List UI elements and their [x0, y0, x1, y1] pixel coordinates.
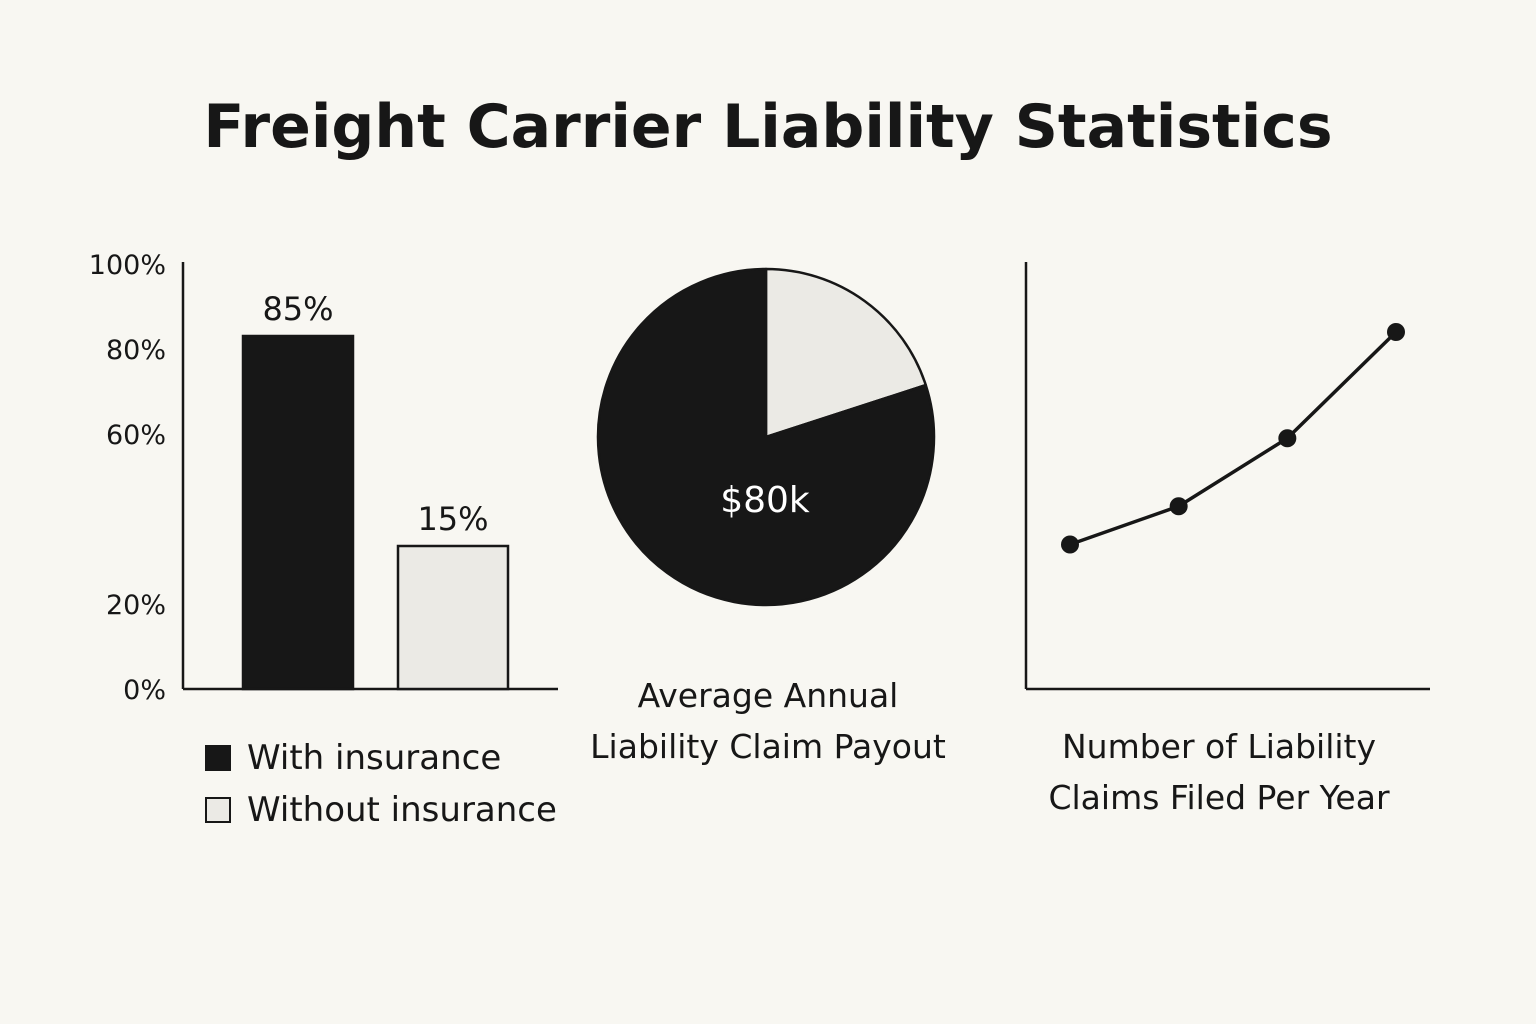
line-data-point: [1278, 429, 1297, 448]
pie-caption-line-2: Liability Claim Payout: [590, 727, 946, 766]
legend-swatch-without-insurance: [205, 797, 231, 823]
bar-chart: 0% 20% 60% 80% 100% 85% 15%: [89, 250, 558, 706]
bar-y-tick-label: 80%: [106, 335, 166, 366]
line-chart: [1024, 262, 1430, 691]
line-caption-line-2: Claims Filed Per Year: [1048, 778, 1390, 817]
pie-center-label: $80k: [720, 480, 810, 521]
legend-label-without-insurance: Without insurance: [247, 790, 557, 830]
legend-swatch-with-insurance: [205, 745, 231, 771]
bar-data-label: 85%: [262, 290, 333, 328]
line-data-point: [1169, 497, 1188, 516]
pie-chart-caption: Average Annual Liability Claim Payout: [568, 670, 968, 772]
line-data-point: [1387, 323, 1405, 341]
bar-y-tick-label: 60%: [106, 420, 166, 451]
pie-slice-small: [764, 267, 928, 439]
legend-label-with-insurance: With insurance: [247, 738, 502, 778]
line-caption-line-1: Number of Liability: [1061, 727, 1377, 766]
pie-caption-line-1: Average Annual: [637, 676, 899, 715]
bar-chart-legend: With insurance Without insurance: [205, 732, 557, 836]
legend-item-with-insurance: With insurance: [205, 732, 557, 784]
bar-y-tick-label: 100%: [89, 250, 166, 281]
line-chart-caption: Number of Liability Claims Filed Per Yea…: [1019, 721, 1419, 823]
pie-chart: $80k: [596, 267, 936, 607]
bar-y-tick-label: 0%: [123, 675, 166, 706]
page-title: Freight Carrier Liability Statistics: [203, 92, 1333, 162]
line-series: [1069, 330, 1398, 547]
line-data-point: [1061, 535, 1079, 554]
bar-data-label: 15%: [417, 500, 488, 538]
pie-slice-large: [596, 267, 936, 607]
bar-with-insurance: [241, 334, 355, 691]
bar-y-tick-label: 20%: [106, 590, 166, 621]
bar-without-insurance: [396, 544, 510, 691]
legend-item-without-insurance: Without insurance: [205, 784, 557, 836]
